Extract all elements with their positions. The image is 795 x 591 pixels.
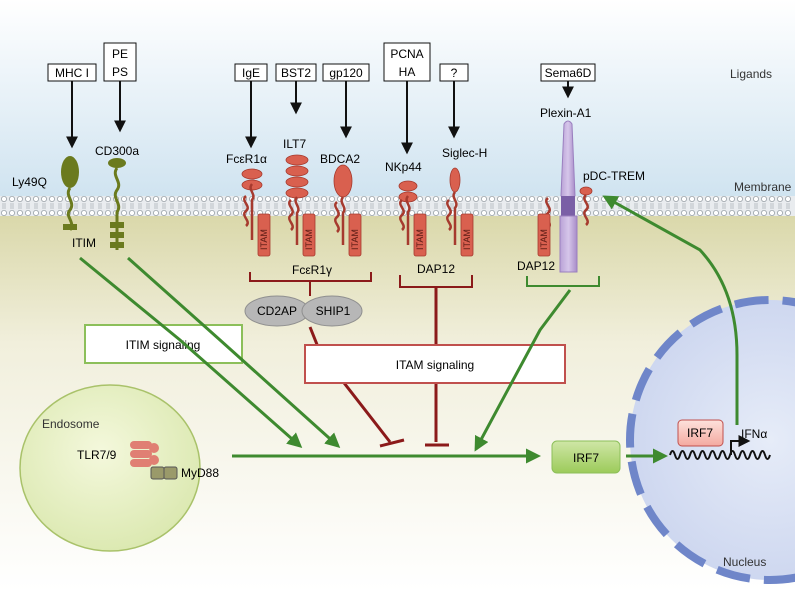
nucleus-label: Nucleus xyxy=(723,555,766,569)
plexina1-receptor xyxy=(559,120,578,273)
itam-chain xyxy=(537,213,551,257)
cd300a-receptor xyxy=(108,158,126,250)
transcription-start-arrow xyxy=(730,435,751,455)
itam-chain xyxy=(257,213,271,257)
receptor-stem xyxy=(249,183,255,240)
itam-chain xyxy=(302,213,316,257)
itam-label: ITAM xyxy=(415,229,425,250)
myd88-label: MyD88 xyxy=(181,466,219,480)
itam-signaling-label: ITAM signaling xyxy=(396,358,474,372)
fcer1g-bracket xyxy=(249,272,372,296)
ha-label: HA xyxy=(399,65,416,79)
ifna-feedback-arrow xyxy=(602,195,739,425)
pcna-ha-box xyxy=(383,42,431,82)
siglech-label: Siglec-H xyxy=(442,146,487,160)
tm-coil xyxy=(334,201,340,233)
plexina1-label: Plexin-A1 xyxy=(540,106,592,120)
ly49q-receptor xyxy=(61,156,79,231)
dap12-label-b: DAP12 xyxy=(517,259,555,273)
dap12-plexin-bracket xyxy=(526,276,600,287)
itam-chain xyxy=(348,213,362,257)
tm-coil xyxy=(446,199,452,231)
ilt7-label: ILT7 xyxy=(283,137,306,151)
bdca2-domain xyxy=(333,164,353,198)
ship1-protein xyxy=(301,295,363,327)
irf7-label: IRF7 xyxy=(573,451,599,465)
endosome xyxy=(19,384,201,552)
ps-label: PS xyxy=(112,65,128,79)
receptor-domain xyxy=(285,154,309,166)
membrane-bilayer xyxy=(0,195,795,216)
itam-chain xyxy=(413,213,427,257)
ligand-arrows xyxy=(66,81,574,155)
ige-label: IgE xyxy=(242,66,260,80)
receptor-stem xyxy=(452,191,458,245)
unknown-ligand-label: ? xyxy=(451,66,458,80)
ship1-label: SHIP1 xyxy=(316,304,351,318)
receptor-stem xyxy=(294,196,300,245)
cd2ap-label: CD2AP xyxy=(257,304,297,318)
tm-coil xyxy=(399,199,405,231)
itim-label: ITIM xyxy=(72,236,96,250)
itam-label: ITAM xyxy=(259,229,269,250)
dap12-label-a: DAP12 xyxy=(417,262,455,276)
pe-label: PE xyxy=(112,47,128,61)
itam-label: ITAM xyxy=(539,229,549,250)
gp120-label: gp120 xyxy=(329,66,363,80)
dna-strand xyxy=(669,450,771,460)
ligand-boxes: MHC I PE PS IgE BST2 gp120 PCNA HA ? Sem… xyxy=(47,42,596,82)
pe-ps-box xyxy=(103,42,137,82)
ly49q-label: Ly49Q xyxy=(12,175,47,189)
itam-label: ITAM xyxy=(462,229,472,250)
mhc1-label: MHC I xyxy=(55,66,89,80)
dap12-signal-arrow xyxy=(474,289,572,452)
bdca2-label: BDCA2 xyxy=(320,152,360,166)
tm-coil xyxy=(288,199,294,231)
tlr79-label: TLR7/9 xyxy=(77,448,117,462)
ifna-label: IFNα xyxy=(741,427,767,441)
endosome-label: Endosome xyxy=(42,417,100,431)
fcer1g-label: FcεR1γ xyxy=(292,263,332,277)
tlr79-complex xyxy=(130,441,159,467)
extracellular-region xyxy=(0,0,795,200)
itam-chain xyxy=(460,213,474,257)
tm-coil xyxy=(583,194,589,226)
sema6d-label: Sema6D xyxy=(545,66,592,80)
receptor-domain xyxy=(398,180,418,192)
bst2-label: BST2 xyxy=(281,66,311,80)
pdctrem-label: pDC-TREM xyxy=(583,169,645,183)
ly49q-signal-arrow xyxy=(79,256,303,448)
receptor-domain xyxy=(285,187,309,199)
membrane-label: Membrane xyxy=(734,180,792,194)
irf7-nucleus xyxy=(677,419,724,447)
cd300a-label: CD300a xyxy=(95,144,139,158)
receptor-stem xyxy=(340,196,346,245)
itam-label: ITAM xyxy=(304,229,314,250)
pdctrem-domain xyxy=(579,186,593,196)
green-signal-arrows xyxy=(79,195,739,464)
nkp44-label: NKp44 xyxy=(385,160,422,174)
tm-coil xyxy=(243,195,249,227)
receptor-stem xyxy=(405,195,411,245)
myd88-protein xyxy=(150,466,178,480)
receptor-domain xyxy=(241,168,263,180)
receptor-domain xyxy=(285,165,309,177)
siglech-domain xyxy=(449,167,461,193)
itam-receptors: ITAM ITAM ITAM ITAM ITAM ITAM xyxy=(241,154,593,257)
receptor-domain xyxy=(285,176,309,188)
itam-label: ITAM xyxy=(350,229,360,250)
irf7-nucleus-label: IRF7 xyxy=(687,426,713,440)
cd300a-signal-arrow xyxy=(127,256,341,449)
fcer1a-label: FcεR1α xyxy=(226,152,267,166)
inhibition-bar-1 xyxy=(379,438,405,448)
irf7-cytoplasm xyxy=(551,440,621,474)
pcna-label: PCNA xyxy=(390,47,423,61)
ligands-label: Ligands xyxy=(730,67,772,81)
